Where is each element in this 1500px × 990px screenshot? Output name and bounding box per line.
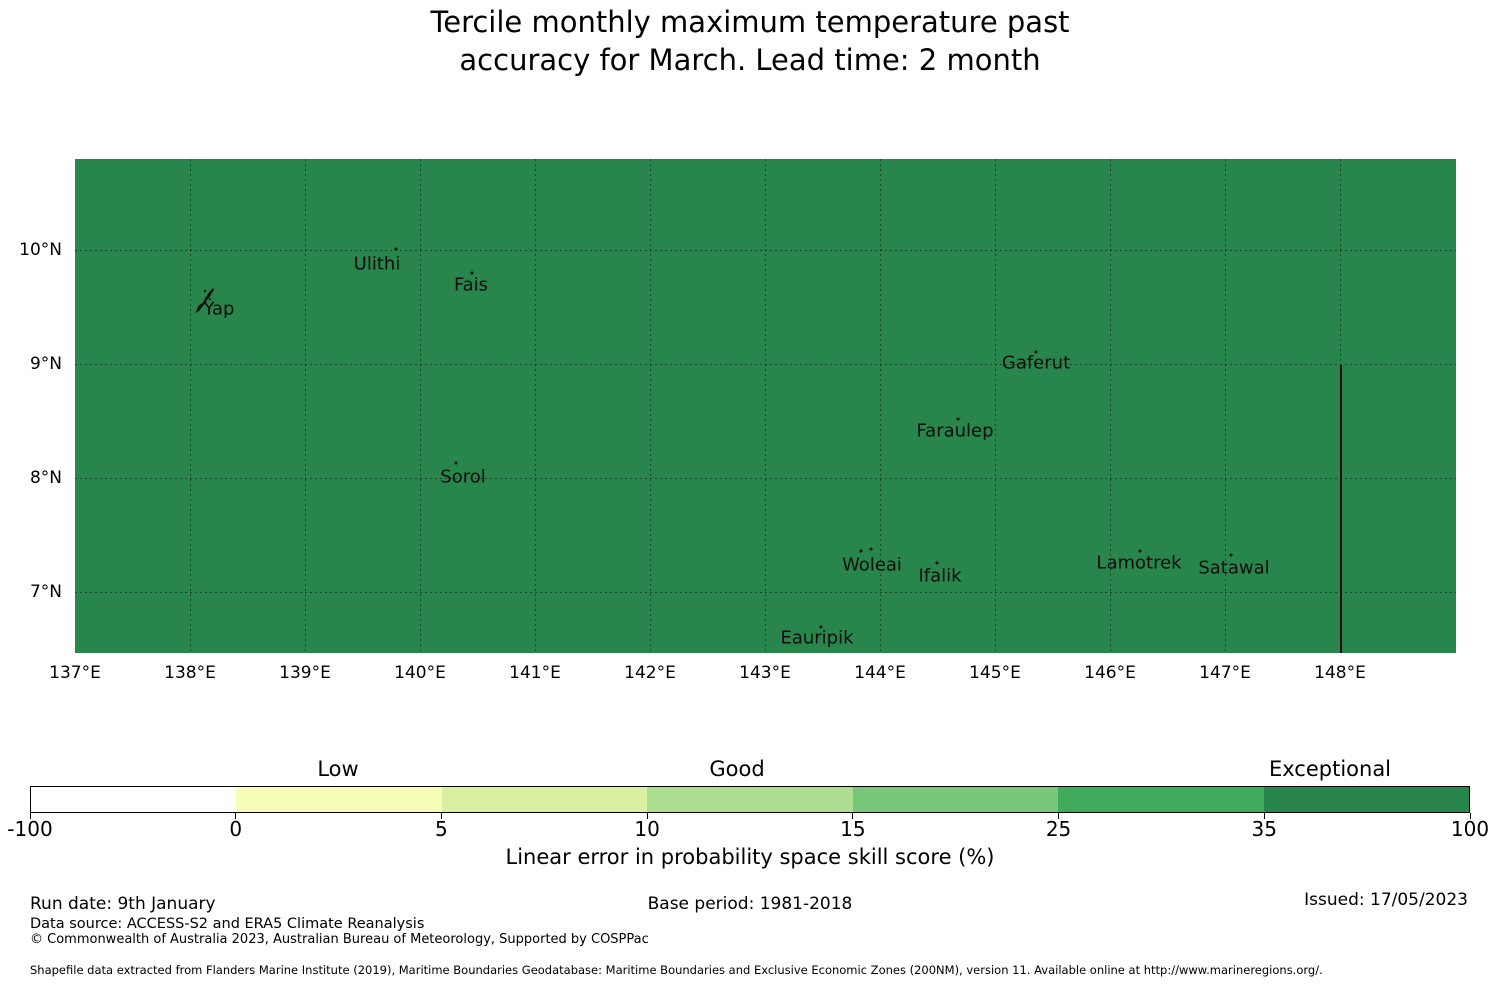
footer-data-source: Data source: ACCESS-S2 and ERA5 Climate … bbox=[30, 916, 425, 932]
colorbar-segment-1 bbox=[236, 787, 442, 812]
y-tick-8: 8°N bbox=[29, 468, 62, 488]
x-tick-139: 139°E bbox=[279, 663, 331, 683]
colorbar-tick-label--100: -100 bbox=[7, 817, 53, 841]
island-label-sorol: Sorol bbox=[440, 466, 486, 488]
island-label-gaferut: Gaferut bbox=[1001, 352, 1071, 374]
colorbar-axis-label: Linear error in probability space skill … bbox=[505, 845, 995, 869]
island-label-yap: Yap bbox=[203, 298, 235, 320]
y-tick-9: 9°N bbox=[29, 354, 62, 374]
meridian-gridline bbox=[650, 159, 651, 653]
colorbar bbox=[30, 786, 1470, 813]
island-label-ulithi: Ulithi bbox=[353, 253, 401, 275]
colorbar-segment-2 bbox=[441, 787, 648, 812]
colorbar-tick-label-100: 100 bbox=[1450, 817, 1490, 841]
x-tick-142: 142°E bbox=[624, 663, 676, 683]
footer-issued-date: Issued: 17/05/2023 bbox=[1304, 890, 1468, 910]
colorbar-segment-5 bbox=[1058, 787, 1264, 812]
footer-base-period: Base period: 1981-2018 bbox=[647, 894, 853, 914]
colorbar-tick-mark bbox=[440, 813, 442, 819]
parallel-gridline bbox=[75, 592, 1456, 593]
meridian-gridline bbox=[190, 159, 191, 653]
x-tick-140: 140°E bbox=[394, 663, 446, 683]
colorbar-header-good: Good bbox=[709, 757, 765, 781]
island-label-fais: Fais bbox=[453, 274, 489, 296]
map-plot-area: Yap Ulithi Fais Sorol Gaferut Faraulep Woleai I… bbox=[75, 159, 1456, 653]
y-tick-7: 7°N bbox=[29, 582, 62, 602]
x-tick-138: 138°E bbox=[164, 663, 216, 683]
meridian-gridline bbox=[1110, 159, 1111, 653]
island-dot-woleai bbox=[869, 547, 873, 551]
x-tick-146: 146°E bbox=[1084, 663, 1136, 683]
island-shape-yap bbox=[193, 287, 217, 319]
island-dot-lamotrek bbox=[1138, 549, 1142, 553]
colorbar-tick-label-25: 25 bbox=[1045, 817, 1072, 841]
island-label-eauripik: Eauripik bbox=[780, 627, 854, 649]
footer-shapefile-note: Shapefile data extracted from Flanders M… bbox=[30, 963, 1323, 977]
colorbar-tick-label-5: 5 bbox=[435, 817, 448, 841]
parallel-gridline bbox=[75, 364, 1456, 365]
colorbar-tick-mark bbox=[29, 813, 31, 819]
island-label-woleai: Woleai bbox=[842, 554, 902, 576]
parallel-gridline bbox=[75, 250, 1456, 251]
footer-run-date: Run date: 9th January bbox=[30, 894, 216, 914]
island-dot-sorol bbox=[454, 461, 458, 465]
island-dot-woleai bbox=[859, 549, 863, 553]
island-label-ifalik: Ifalik bbox=[918, 565, 962, 587]
island-dot-fais bbox=[470, 271, 474, 275]
colorbar-tick-label-10: 10 bbox=[634, 817, 660, 841]
colorbar-segment-3 bbox=[647, 787, 853, 812]
meridian-gridline bbox=[995, 159, 996, 653]
meridian-gridline bbox=[305, 159, 306, 653]
island-dot-gaferut bbox=[1034, 350, 1038, 354]
x-tick-145: 145°E bbox=[969, 663, 1021, 683]
x-tick-147: 147°E bbox=[1199, 663, 1251, 683]
colorbar-segment-4 bbox=[852, 787, 1059, 812]
colorbar-tick-label-15: 15 bbox=[840, 817, 866, 841]
colorbar-header-exceptional: Exceptional bbox=[1268, 757, 1392, 781]
figure-title-line2: accuracy for March. Lead time: 2 month bbox=[459, 43, 1041, 77]
colorbar-tick-mark bbox=[1058, 813, 1060, 819]
parallel-gridline bbox=[75, 478, 1456, 479]
x-tick-141: 141°E bbox=[509, 663, 561, 683]
meridian-gridline bbox=[1225, 159, 1226, 653]
colorbar-header-low: Low bbox=[317, 757, 359, 781]
colorbar-segment-0 bbox=[31, 787, 237, 812]
island-dot-eauripik bbox=[819, 625, 823, 629]
meridian-gridline bbox=[420, 159, 421, 653]
meridian-gridline bbox=[535, 159, 536, 653]
y-tick-10: 10°N bbox=[19, 240, 62, 260]
meridian-gridline bbox=[880, 159, 881, 653]
colorbar-segment-6 bbox=[1263, 787, 1469, 812]
footer-copyright: © Commonwealth of Australia 2023, Austra… bbox=[30, 932, 649, 947]
x-tick-144: 144°E bbox=[854, 663, 906, 683]
colorbar-tick-mark bbox=[646, 813, 648, 819]
island-label-lamotrek: Lamotrek bbox=[1096, 552, 1182, 574]
island-label-faraulep: Faraulep bbox=[916, 420, 994, 442]
figure-title-line1: Tercile monthly maximum temperature past bbox=[430, 5, 1070, 39]
colorbar-tick-label-35: 35 bbox=[1251, 817, 1278, 841]
island-dot-satawal bbox=[1229, 553, 1233, 557]
island-dot-ulithi bbox=[394, 247, 398, 251]
figure-title: Tercile monthly maximum temperature past… bbox=[0, 3, 1500, 79]
meridian-gridline bbox=[765, 159, 766, 653]
eez-boundary-line bbox=[1340, 365, 1342, 653]
colorbar-tick-mark bbox=[1469, 813, 1471, 819]
colorbar-tick-label-0: 0 bbox=[229, 817, 243, 841]
x-tick-143: 143°E bbox=[739, 663, 791, 683]
colorbar-tick-mark bbox=[1263, 813, 1265, 819]
island-dot-faraulep bbox=[956, 417, 960, 421]
island-dot-ifalik bbox=[935, 561, 939, 565]
island-label-satawal: Satawal bbox=[1198, 557, 1270, 579]
x-tick-148: 148°E bbox=[1314, 663, 1366, 683]
colorbar-tick-mark bbox=[852, 813, 854, 819]
x-tick-137: 137°E bbox=[49, 663, 101, 683]
colorbar-tick-mark bbox=[235, 813, 237, 819]
